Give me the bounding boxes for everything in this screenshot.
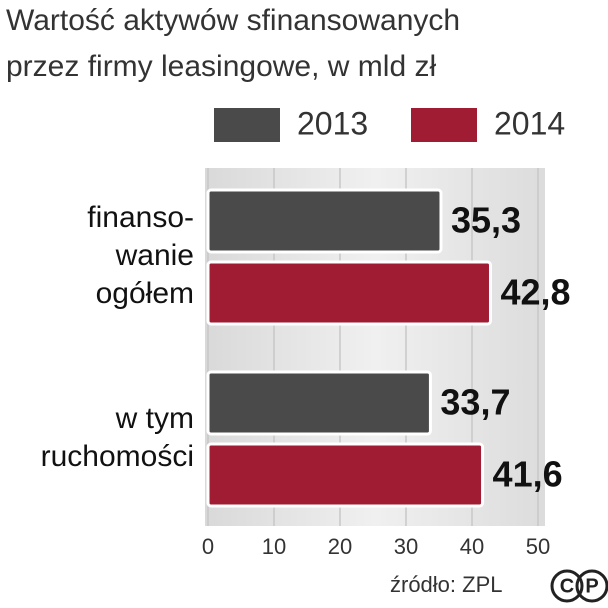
value-label: 33,7 bbox=[440, 382, 510, 423]
source: źródło: ZPL bbox=[390, 572, 503, 597]
logo-circle bbox=[550, 569, 584, 603]
chart-title: Wartość aktywów sfinansowanych bbox=[6, 4, 460, 37]
y-tick-label: ruchomości bbox=[41, 440, 194, 473]
bar bbox=[206, 370, 432, 436]
legend-label: 2014 bbox=[494, 105, 565, 141]
logo-circle bbox=[575, 569, 608, 603]
logo: P bbox=[585, 575, 598, 597]
logo: C bbox=[560, 575, 574, 597]
y-tick-label: ogółem bbox=[96, 277, 194, 310]
value-label: 35,3 bbox=[451, 200, 521, 241]
x-tick-label: 50 bbox=[526, 534, 550, 559]
x-tick-label: 10 bbox=[262, 534, 286, 559]
legend-swatch bbox=[409, 106, 479, 144]
y-tick-label: finanso- bbox=[87, 201, 194, 234]
value-label: 41,6 bbox=[493, 454, 563, 495]
x-tick-label: 30 bbox=[394, 534, 418, 559]
x-tick-label: 20 bbox=[328, 534, 352, 559]
bar bbox=[206, 442, 485, 508]
y-tick-label: wanie bbox=[115, 239, 194, 272]
legend-swatch bbox=[212, 106, 282, 144]
chart-title: przez firmy leasingowe, w mld zł bbox=[6, 50, 436, 83]
x-tick-label: 40 bbox=[460, 534, 484, 559]
value-label: 42,8 bbox=[500, 272, 570, 313]
bar bbox=[206, 188, 443, 254]
x-tick-label: 0 bbox=[202, 534, 214, 559]
legend-label: 2013 bbox=[297, 105, 368, 141]
y-tick-label: w tym bbox=[115, 402, 194, 435]
bar bbox=[206, 260, 492, 326]
